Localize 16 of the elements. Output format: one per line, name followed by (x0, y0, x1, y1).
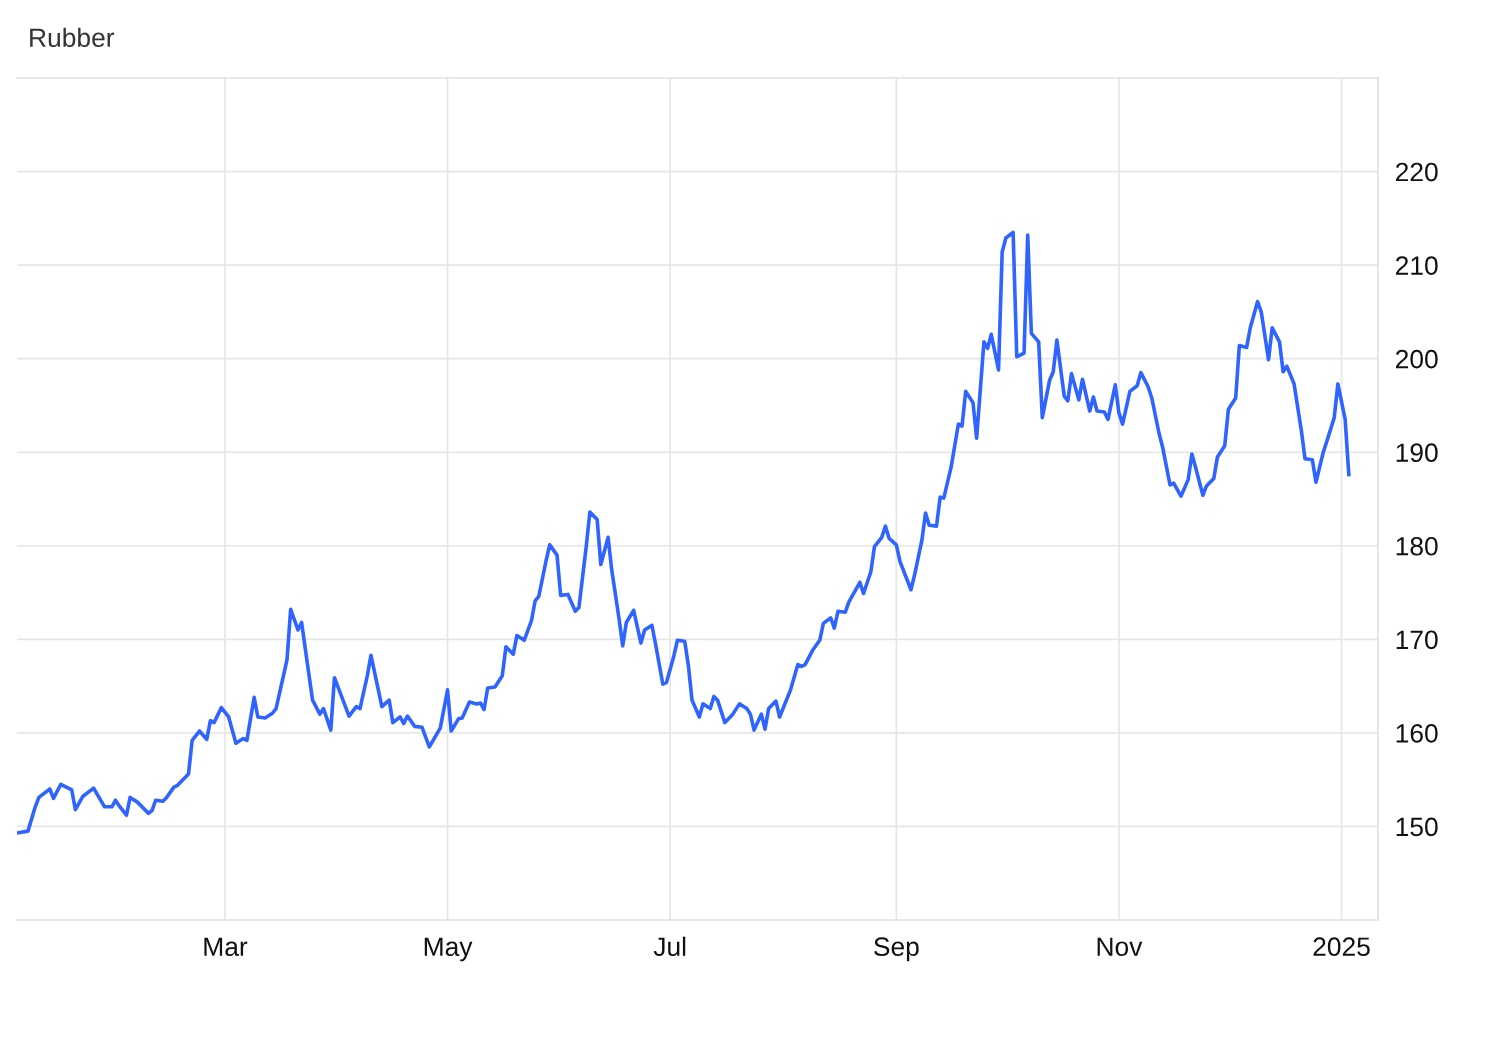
y-tick-label: 170 (1396, 630, 1438, 650)
y-tick-label: 160 (1396, 724, 1438, 743)
y-tick-label: 150 (1396, 817, 1438, 837)
y-tick-label: 180 (1396, 536, 1438, 556)
y-tick-label: 190 (1396, 443, 1438, 463)
x-tick-label: Sep (874, 937, 919, 962)
y-tick-label: 200 (1395, 349, 1438, 369)
y-tick-label: 210 (1395, 256, 1438, 275)
line-series (17, 230, 1351, 835)
x-tick-label: May (424, 937, 473, 962)
x-tick-label: Mar (204, 937, 248, 957)
x-tick-label: Jul (653, 936, 686, 957)
x-tick-label: Nov (1097, 937, 1143, 957)
y-tick-label: 220 (1395, 162, 1438, 182)
x-tick-label: 2025 (1313, 937, 1370, 957)
chart-title: Rubber (30, 27, 115, 48)
